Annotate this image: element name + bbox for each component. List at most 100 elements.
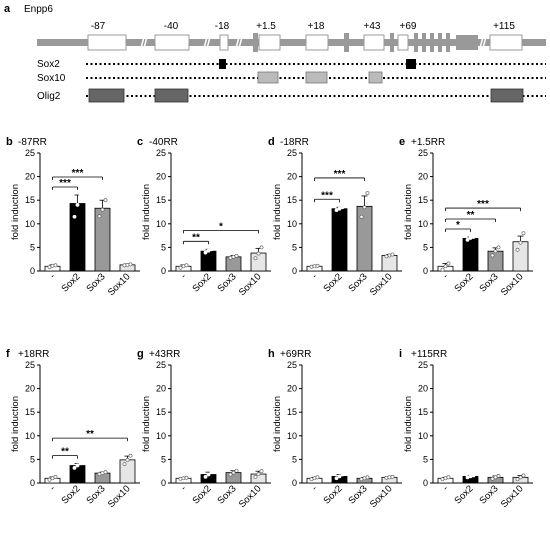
category-label: Sox10 xyxy=(368,483,395,510)
data-point xyxy=(309,264,314,269)
chart-title: -87RR xyxy=(18,137,47,148)
y-tick-label: 20 xyxy=(418,172,428,182)
y-tick-label: 10 xyxy=(156,219,166,229)
data-point xyxy=(203,474,208,479)
category-label: - xyxy=(441,483,451,493)
y-tick-label: 25 xyxy=(418,360,428,370)
data-point xyxy=(253,256,258,261)
category-label: - xyxy=(441,271,451,281)
region-label-plus43: +43 xyxy=(364,21,381,32)
data-point xyxy=(387,475,392,480)
bar xyxy=(356,205,373,272)
data-point xyxy=(50,476,55,481)
data-point xyxy=(178,265,183,270)
chart-panel-f: f +18RR 0 5 10 15 20 25 fold induction - Sox2 Sox3S… xyxy=(6,348,140,510)
data-point xyxy=(50,263,55,268)
data-point xyxy=(259,245,264,250)
significance-label: *** xyxy=(59,178,71,189)
y-tick-label: 20 xyxy=(25,172,35,182)
gene-name: Enpp6 xyxy=(24,4,53,15)
break-mark xyxy=(235,36,240,49)
data-point xyxy=(128,453,133,458)
category-label: Sox3 xyxy=(347,271,370,294)
chart-panel-c: c -40RR 0 5 10 15 20 25 fold induction - Sox2 Sox3S… xyxy=(137,136,271,298)
significance-label: ** xyxy=(61,447,69,458)
panel-letter-g: g xyxy=(137,348,144,360)
data-point xyxy=(315,263,320,268)
y-tick-label: 5 xyxy=(292,242,297,252)
data-point xyxy=(234,468,239,473)
exon xyxy=(422,33,426,52)
data-point xyxy=(75,463,80,468)
sox2-binding-site xyxy=(219,59,226,69)
region-label-minus40: -40 xyxy=(164,21,179,32)
data-point xyxy=(72,214,77,219)
y-tick-label: 5 xyxy=(423,242,428,252)
data-point xyxy=(122,263,127,268)
data-point xyxy=(390,474,395,479)
panel-letter-e: e xyxy=(399,136,405,148)
track-label-sox10: Sox10 xyxy=(37,73,66,84)
y-axis-label: fold induction xyxy=(141,184,152,240)
data-point xyxy=(103,198,108,203)
data-point xyxy=(122,462,127,467)
data-point xyxy=(365,475,370,480)
region-box-plus43 xyxy=(363,34,385,51)
data-point xyxy=(47,265,52,270)
panel-letter-f: f xyxy=(6,348,10,360)
data-point xyxy=(209,470,214,475)
significance-label: ** xyxy=(192,232,200,243)
chart-panel-b: b -87RR 0 5 10 15 20 25 fold induction - Sox2 Sox3S… xyxy=(6,136,140,298)
y-tick-label: 5 xyxy=(292,454,297,464)
category-label: - xyxy=(179,483,189,493)
panel-letter-h: h xyxy=(268,348,275,360)
bar xyxy=(331,208,348,272)
category-label: - xyxy=(179,271,189,281)
data-point xyxy=(440,267,445,272)
exon xyxy=(390,33,394,52)
y-tick-label: 25 xyxy=(287,360,297,370)
data-point xyxy=(53,474,58,479)
y-tick-label: 25 xyxy=(418,148,428,158)
chart-panel-i: i +115RR 0 5 10 15 20 25 fold induction - Sox2 Sox3… xyxy=(399,348,533,510)
exons xyxy=(253,33,478,52)
bar xyxy=(512,241,529,272)
data-point xyxy=(184,475,189,480)
region-box-minus18 xyxy=(219,34,229,51)
category-label: Sox2 xyxy=(191,483,214,506)
track-label-olig2: Olig2 xyxy=(37,91,61,102)
break-mark xyxy=(143,36,148,49)
y-tick-label: 0 xyxy=(423,266,428,276)
data-point xyxy=(471,473,476,478)
y-tick-label: 5 xyxy=(161,242,166,252)
exon xyxy=(430,33,434,52)
regulatory-region-boxes xyxy=(87,34,523,51)
sox2-binding-site xyxy=(406,59,416,69)
significance-label: * xyxy=(219,221,223,232)
track-olig2: Olig2 xyxy=(37,88,546,103)
chart-title: +18RR xyxy=(18,349,49,360)
data-point xyxy=(340,472,345,477)
y-tick-label: 0 xyxy=(30,266,35,276)
y-tick-label: 25 xyxy=(25,360,35,370)
significance-label: ** xyxy=(467,210,475,221)
sox10-binding-site xyxy=(305,71,328,84)
data-point xyxy=(53,263,58,268)
exon xyxy=(344,33,349,52)
y-tick-label: 10 xyxy=(418,219,428,229)
data-point xyxy=(125,457,130,462)
break-mark xyxy=(140,36,145,49)
y-tick-label: 15 xyxy=(25,407,35,417)
chart-panel-e: e +1.5RR 0 5 10 15 20 25 fold induction - Sox2 Sox3… xyxy=(399,136,533,298)
region-box-plus18 xyxy=(305,34,329,51)
data-point xyxy=(365,191,370,196)
y-tick-label: 15 xyxy=(156,195,166,205)
y-tick-label: 20 xyxy=(287,172,297,182)
exon xyxy=(414,33,418,52)
y-tick-label: 0 xyxy=(161,266,166,276)
significance-label: *** xyxy=(321,190,333,201)
data-point xyxy=(496,474,501,478)
region-label-minus87: -87 xyxy=(91,21,106,32)
y-axis-label: fold induction xyxy=(403,184,414,240)
